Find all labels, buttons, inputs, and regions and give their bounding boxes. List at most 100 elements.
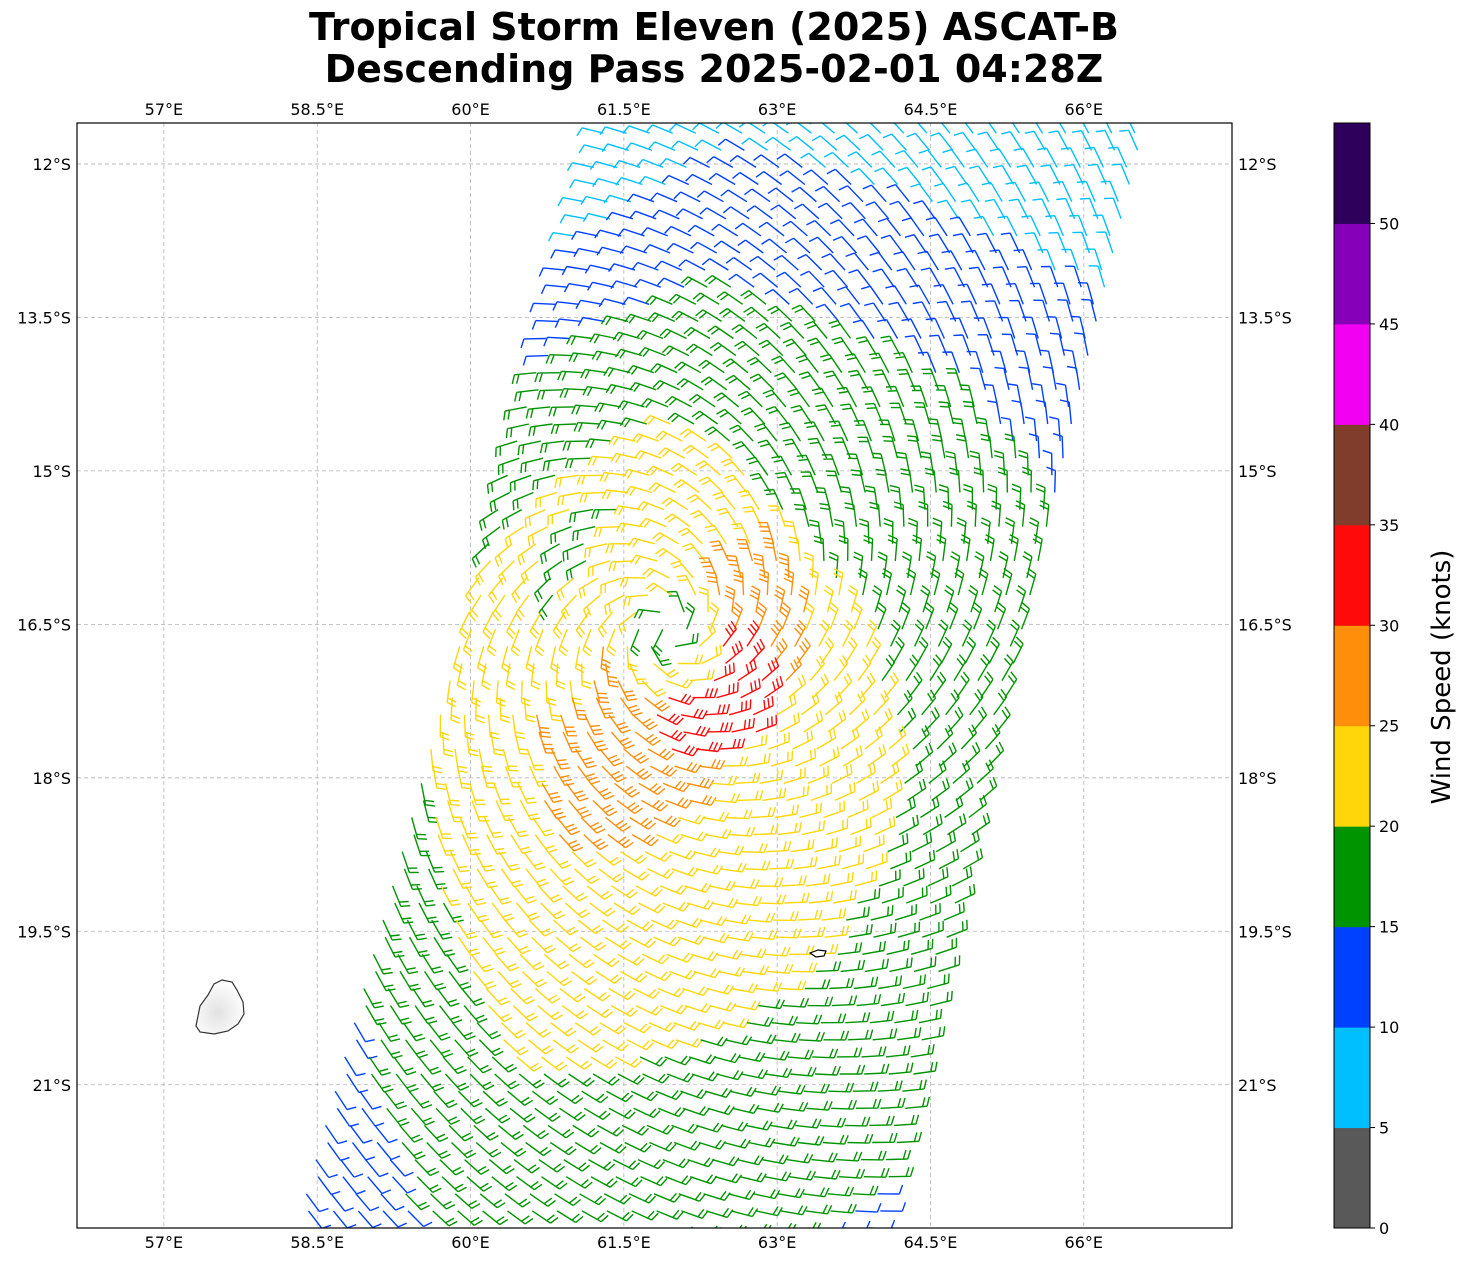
wind-barb (786, 1153, 814, 1164)
wind-barb (695, 460, 721, 476)
wind-barb (734, 222, 762, 237)
wind-barb (889, 484, 902, 510)
wind-barb (898, 814, 920, 836)
wind-barb (1111, 163, 1131, 185)
wind-barb (767, 305, 793, 322)
wind-barb (909, 284, 931, 305)
wind-barb (914, 850, 936, 870)
wind-barb (581, 1210, 609, 1223)
wind-barb (669, 969, 697, 980)
wind-barb (888, 725, 907, 750)
wind-barb (463, 1005, 488, 1023)
wind-barb (764, 288, 790, 305)
wind-barb (750, 806, 776, 819)
wind-barb (905, 654, 919, 681)
colorbar-bin (1334, 1127, 1370, 1229)
wind-barb (719, 1224, 747, 1228)
axis-ticks: 57°E57°E58.5°E58.5°E60°E60°E61.5°E61.5°E… (17, 100, 1292, 1252)
wind-barb (560, 594, 578, 620)
wind-barb (1015, 500, 1026, 527)
wind-barb (708, 172, 736, 186)
wind-barb (471, 800, 490, 822)
wind-barb (788, 136, 815, 151)
wind-barb (787, 388, 810, 408)
wind-barb (631, 433, 660, 444)
wind-barb (706, 155, 734, 169)
wind-barb (340, 1159, 364, 1178)
colorbar-tick-label: 40 (1379, 415, 1399, 434)
wind-barb (548, 406, 574, 417)
wind-barb (359, 1090, 382, 1110)
wind-barb (880, 1202, 907, 1212)
wind-barb (900, 468, 914, 493)
wind-barb (924, 602, 935, 630)
wind-barb (894, 904, 917, 921)
wind-barb (757, 439, 780, 459)
wind-barb (640, 227, 668, 237)
wind-barb (442, 1056, 467, 1075)
wind-barb (815, 303, 840, 322)
wind-barb (1025, 333, 1042, 356)
wind-barb (850, 469, 866, 493)
wind-barb (841, 201, 866, 220)
wind-barb (655, 430, 683, 442)
wind-barb (519, 800, 541, 821)
wind-barb (571, 697, 588, 721)
wind-barb (1033, 299, 1051, 322)
wind-barb (932, 517, 943, 544)
wind-barb (597, 1124, 625, 1137)
wind-barb (1001, 131, 1023, 151)
wind-barb (880, 1097, 906, 1109)
wind-barb (797, 909, 823, 921)
wind-barb (944, 585, 955, 613)
wind-barb (917, 351, 937, 373)
wind-barb (823, 585, 834, 613)
wind-barb (542, 457, 567, 472)
wind-barb (755, 981, 783, 992)
wind-barb (922, 814, 943, 836)
wind-barb (744, 1223, 772, 1228)
wind-barb (942, 500, 953, 527)
wind-barb (538, 1159, 566, 1173)
wind-barb (1011, 123, 1020, 134)
wind-barb (817, 202, 843, 220)
wind-barb (840, 486, 855, 510)
wind-barb (475, 1141, 502, 1158)
wind-barb (545, 680, 557, 706)
wind-barb (824, 925, 850, 938)
wind-barb (794, 1221, 822, 1228)
wind-barb (1022, 316, 1039, 339)
wind-barb (629, 936, 657, 949)
wind-barb (980, 671, 994, 699)
wind-barb (960, 830, 980, 853)
wind-barb (488, 577, 504, 604)
wind-barb (604, 594, 625, 616)
wind-barb (831, 764, 853, 784)
wind-barb (893, 352, 913, 373)
wind-barb (872, 1028, 898, 1041)
wind-barb (1005, 181, 1027, 203)
lat-tick-left: 16.5°S (17, 615, 71, 634)
wind-barb (497, 457, 520, 475)
wind-barb (481, 526, 501, 550)
wind-barb (777, 822, 802, 836)
wind-barb (717, 845, 745, 856)
wind-barb (819, 1221, 846, 1228)
wind-barb (543, 560, 563, 583)
wind-barb (461, 988, 485, 1007)
wind-barb (821, 454, 840, 476)
wind-barb (675, 208, 704, 220)
wind-barb (561, 1005, 589, 1020)
wind-barb (549, 868, 575, 886)
wind-barb (441, 1176, 467, 1193)
wind-barb (639, 1056, 668, 1067)
wind-barb (969, 165, 991, 185)
wind-barb (819, 503, 834, 527)
wind-barb (598, 298, 626, 308)
wind-barb (494, 543, 513, 567)
wind-barb (916, 636, 929, 664)
wind-barb (853, 551, 864, 579)
wind-barb (709, 602, 720, 630)
wind-barb (772, 638, 788, 664)
wind-barb (949, 216, 971, 237)
